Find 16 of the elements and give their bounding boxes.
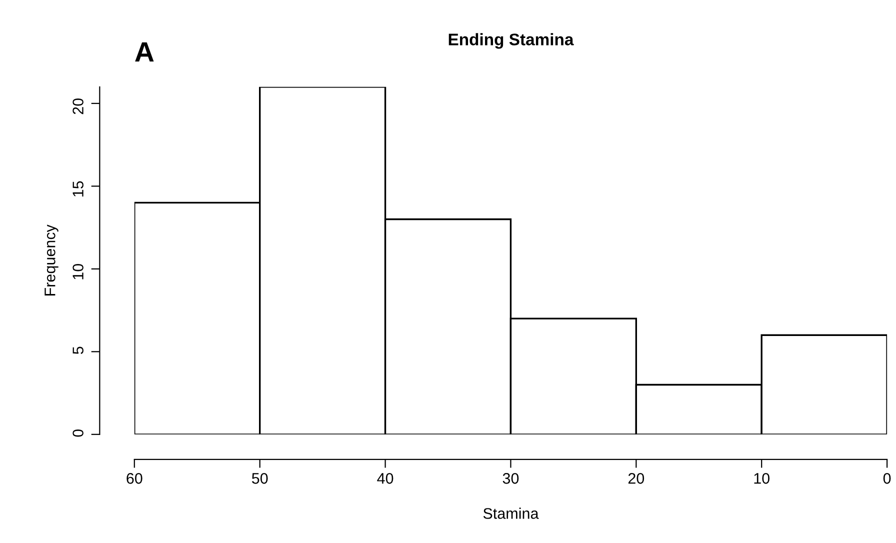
y-tick-label: 5	[72, 346, 84, 354]
y-tick-label: 10	[72, 264, 84, 280]
x-tick-label: 20	[628, 473, 644, 484]
y-axis-title: Frequency	[44, 224, 58, 296]
x-tick-label: 10	[754, 473, 770, 484]
x-tick-label: 60	[126, 473, 142, 484]
x-tick-label: 30	[502, 473, 519, 484]
x-tick-label: 0	[883, 473, 891, 484]
x-tick-label: 40	[377, 473, 394, 484]
y-tick-label: 15	[72, 181, 84, 196]
y-tick-label: 20	[72, 98, 84, 114]
chart-title: Ending Stamina	[448, 33, 574, 49]
x-axis-title: Stamina	[483, 508, 539, 519]
x-tick-label: 50	[252, 473, 268, 484]
y-tick-label: 0	[72, 429, 84, 437]
text: A	[135, 42, 154, 62]
